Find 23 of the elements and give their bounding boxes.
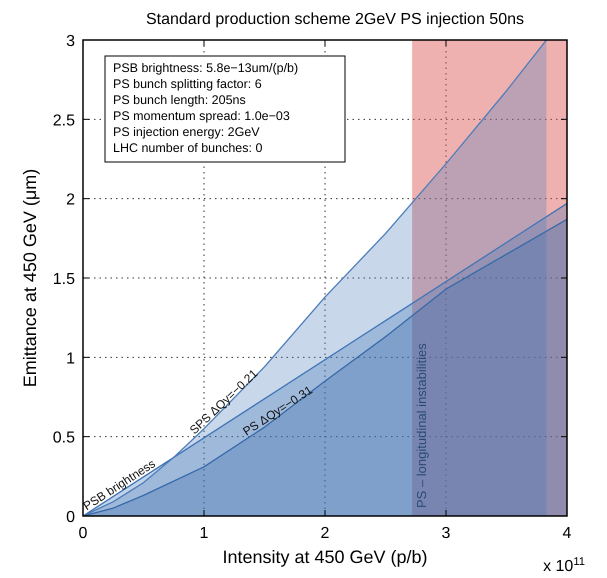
y-tick-label: 1.5 <box>52 271 76 288</box>
y-axis-title: Emittance at 450 GeV (μm) <box>20 168 40 388</box>
band-label: PS – longitudinal instabilities <box>414 342 430 508</box>
text: x 10$^{11}$ <box>543 556 585 575</box>
annotation: PS momentum spread: 1.0e−03 <box>113 109 290 123</box>
annotation: PS bunch length: 205ns <box>113 93 246 107</box>
x-tick-label: 3 <box>442 525 451 542</box>
x-tick-label: 2 <box>320 525 330 542</box>
y-tick-label: 0 <box>66 509 76 526</box>
x-axis-title: Intensity at 450 GeV (p/b) <box>222 547 428 567</box>
x-tick-label: 4 <box>562 525 572 542</box>
annotation: PS injection energy: 2GeV <box>113 125 260 139</box>
annotation: LHC number of bunches: 0 <box>113 141 262 155</box>
x-tick-label: 1 <box>200 525 209 542</box>
y-tick-label: 1 <box>66 350 76 368</box>
y-tick-label: 3 <box>66 33 76 50</box>
annotation: PSB brightness: 5.8e−13um/(p/b) <box>113 61 298 75</box>
x-tick-label: 0 <box>78 525 88 542</box>
chart-title: Standard production scheme 2GeV PS injection 50ns <box>146 11 524 28</box>
y-tick-label: 2 <box>66 192 76 209</box>
y-tick-label: 0.5 <box>52 430 76 447</box>
annotation: PS bunch splitting factor: 6 <box>113 77 262 91</box>
y-tick-label: 2.5 <box>52 112 76 130</box>
